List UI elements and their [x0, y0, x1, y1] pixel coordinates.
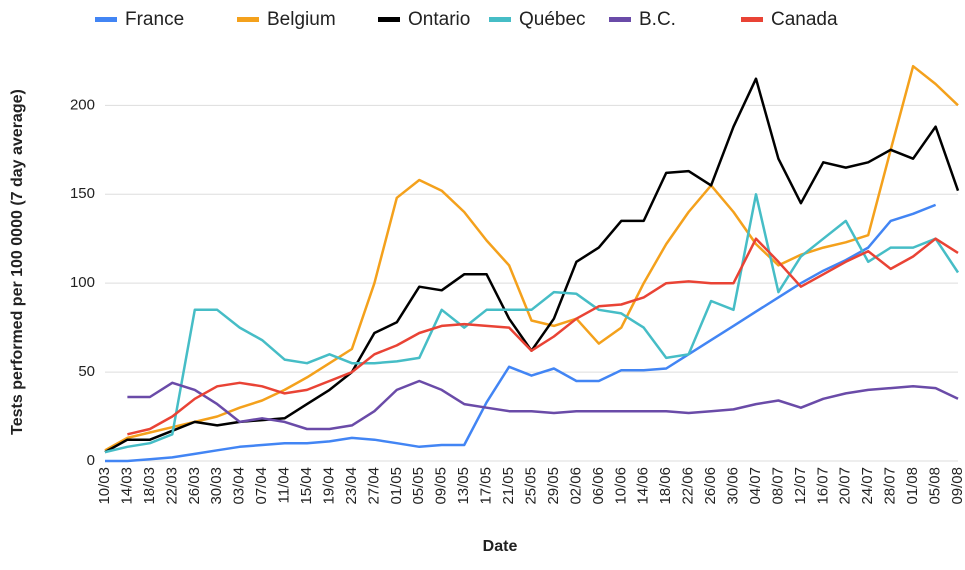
- x-tick-label: 21/05: [500, 467, 517, 505]
- x-tick-label: 23/04: [343, 467, 360, 505]
- legend-label: Belgium: [267, 9, 336, 30]
- x-axis-label: Date: [483, 538, 518, 555]
- y-axis-label: Tests performed per 100 0000 (7 day aver…: [9, 89, 26, 435]
- legend-label: Québec: [519, 9, 586, 30]
- x-tick-label: 11/04: [276, 467, 293, 503]
- x-tick-label: 06/06: [590, 467, 607, 505]
- y-tick-label: 100: [70, 274, 95, 291]
- x-tick-label: 09/08: [949, 467, 965, 505]
- x-tick-label: 03/04: [231, 467, 248, 505]
- x-tick-label: 13/05: [455, 467, 472, 505]
- x-tick-label: 26/03: [186, 467, 203, 505]
- x-tick-label: 19/04: [320, 467, 337, 505]
- legend-label: B.C.: [639, 9, 676, 30]
- series-line: [104, 64, 959, 452]
- x-tick-label: 10/03: [96, 467, 113, 505]
- series-line: [127, 237, 959, 436]
- legend-swatch: [741, 17, 763, 22]
- x-tick-label: 07/04: [253, 467, 270, 505]
- x-tick-label: 10/06: [612, 467, 629, 505]
- x-tick-label: 14/03: [118, 467, 135, 505]
- x-tick-label: 30/03: [208, 467, 225, 505]
- x-tick-label: 28/07: [882, 467, 899, 505]
- x-tick-label: 15/04: [298, 467, 315, 505]
- x-tick-label: 01/05: [388, 467, 405, 505]
- x-tick-label: 27/04: [365, 467, 382, 505]
- x-tick-label: 16/07: [814, 467, 831, 505]
- x-tick-label: 18/03: [141, 467, 158, 505]
- y-tick-label: 0: [87, 452, 95, 469]
- x-tick-label: 17/05: [478, 467, 495, 505]
- legend-label: Ontario: [408, 9, 470, 30]
- legend-swatch: [237, 17, 259, 22]
- series-line: [105, 203, 937, 463]
- legend-label: Canada: [771, 9, 838, 30]
- x-tick-label: 30/06: [724, 467, 741, 505]
- y-tick-label: 50: [78, 363, 95, 380]
- legend-swatch: [378, 17, 400, 22]
- x-tick-label: 04/07: [747, 467, 764, 505]
- legend-swatch: [489, 17, 511, 22]
- legend-label: France: [125, 9, 184, 30]
- x-tick-label: 29/05: [545, 467, 562, 505]
- x-tick-label: 26/06: [702, 467, 719, 505]
- series-line: [127, 379, 959, 431]
- legend-swatch: [95, 17, 117, 22]
- x-tick-label: 20/07: [837, 467, 854, 505]
- x-tick-label: 25/05: [522, 467, 539, 505]
- legend-swatch: [609, 17, 631, 22]
- x-tick-label: 09/05: [433, 467, 450, 505]
- series-line: [104, 193, 960, 454]
- x-tick-label: 14/06: [635, 467, 652, 505]
- x-tick-label: 02/06: [567, 467, 584, 505]
- x-tick-label: 01/08: [904, 467, 921, 505]
- y-tick-label: 200: [70, 96, 95, 113]
- x-tick-label: 05/08: [927, 467, 944, 505]
- x-tick-label: 05/05: [410, 467, 427, 505]
- x-tick-label: 22/03: [163, 467, 180, 505]
- x-tick-label: 24/07: [859, 467, 876, 505]
- x-tick-label: 08/07: [769, 467, 786, 505]
- x-tick-label: 18/06: [657, 467, 674, 505]
- x-tick-label: 22/06: [680, 467, 697, 505]
- x-tick-label: 12/07: [792, 467, 809, 505]
- y-tick-label: 150: [70, 185, 95, 202]
